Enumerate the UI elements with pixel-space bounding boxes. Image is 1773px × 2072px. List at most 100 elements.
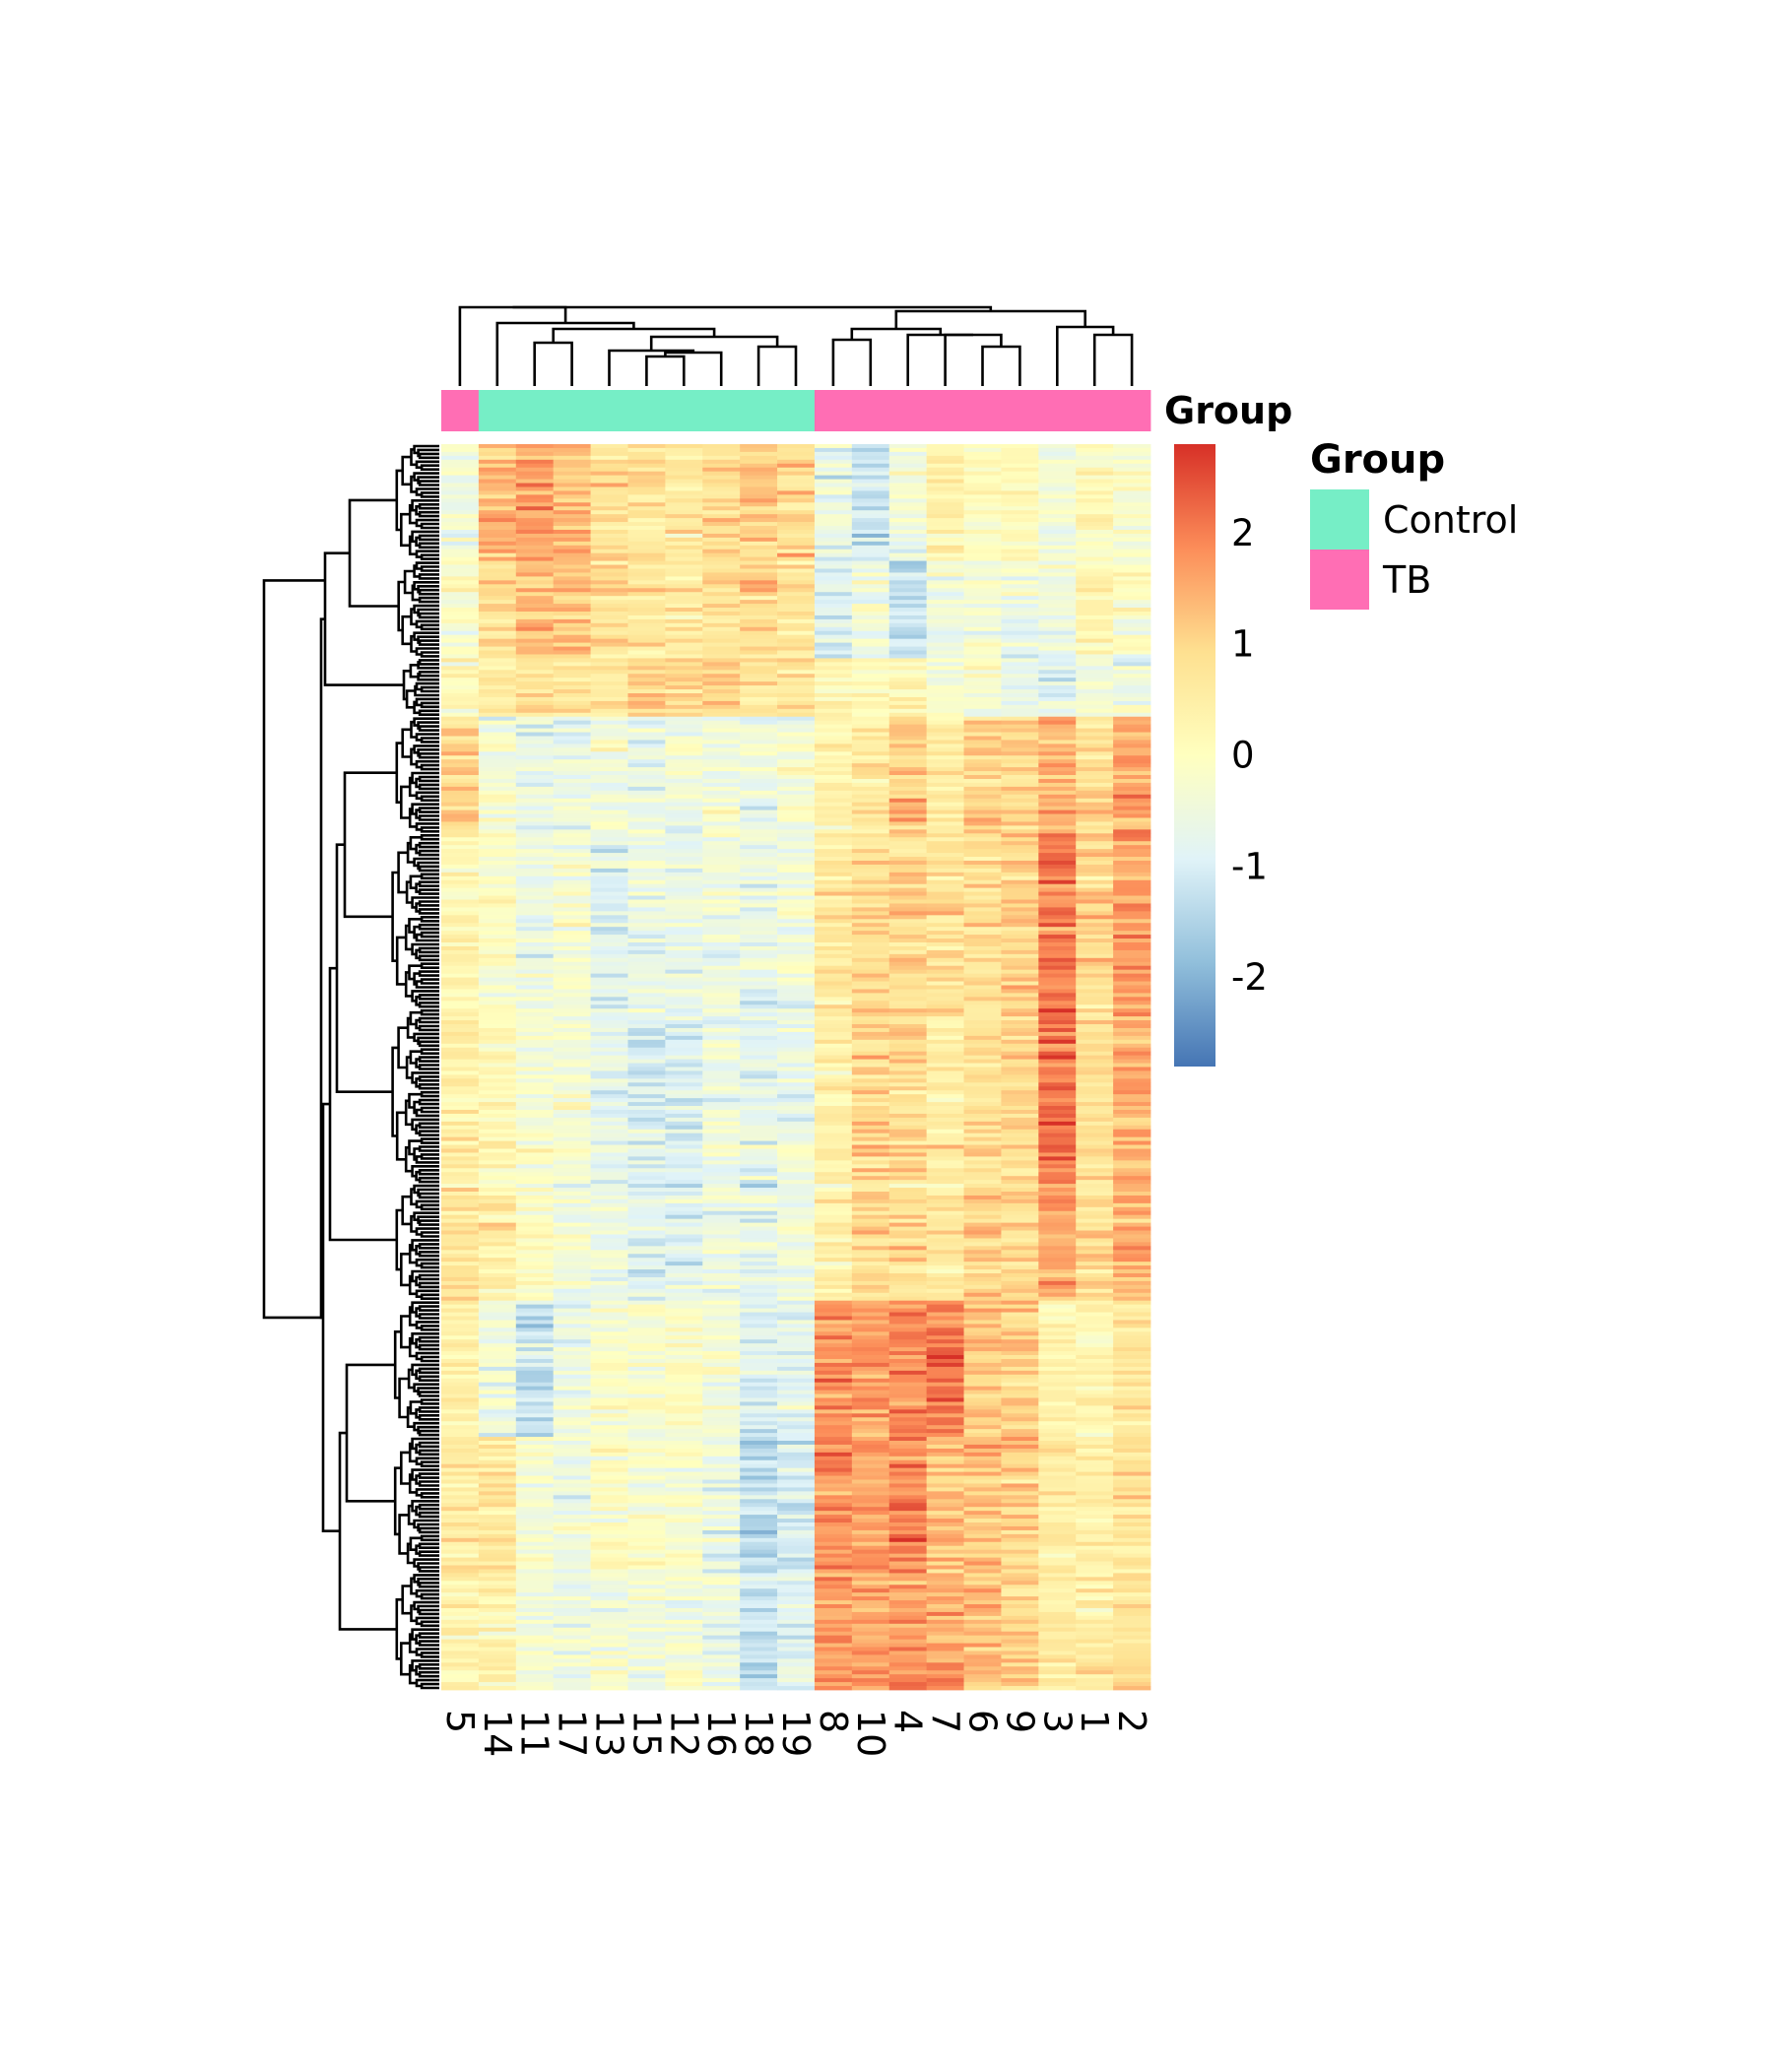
heatmap-cell [1113, 1125, 1151, 1131]
heatmap-cell [851, 1016, 890, 1021]
heatmap-cell [814, 537, 853, 543]
heatmap-cell [851, 891, 890, 896]
heatmap-cell [1113, 666, 1151, 671]
heatmap-cell [665, 1016, 703, 1021]
heatmap-cell [851, 1102, 890, 1107]
heatmap-cell [627, 809, 666, 814]
heatmap-cell [1076, 1444, 1114, 1450]
heatmap-cell [478, 1094, 517, 1099]
heatmap-cell [590, 1304, 628, 1309]
heatmap-cell [553, 1067, 591, 1071]
heatmap-cell [478, 463, 517, 469]
heatmap-cell [1076, 596, 1114, 601]
heatmap-cell [851, 498, 890, 503]
heatmap-cell [926, 1254, 964, 1259]
heatmap-cell [553, 1214, 591, 1220]
heatmap-cell [888, 1433, 928, 1438]
heatmap-cell [851, 1222, 890, 1227]
heatmap-cell [1076, 712, 1114, 718]
heatmap-cell [888, 1184, 928, 1189]
heatmap-cell [553, 1456, 591, 1461]
heatmap-cell [1076, 1198, 1114, 1204]
heatmap-cell [777, 459, 816, 465]
heatmap-cell [851, 1280, 890, 1286]
heatmap-cell [1076, 537, 1114, 543]
heatmap-cell [888, 1331, 928, 1336]
heatmap-cell [1113, 1109, 1151, 1115]
heatmap-cell [740, 915, 778, 920]
heatmap-cell [926, 977, 964, 982]
heatmap-cell [851, 514, 890, 519]
heatmap-cell [963, 1258, 1002, 1263]
heatmap-cell [963, 1393, 1002, 1398]
heatmap-cell [888, 1265, 928, 1270]
heatmap-cell [740, 506, 778, 511]
heatmap-cell [478, 724, 517, 729]
heatmap-cell [1001, 763, 1039, 768]
heatmap-cell [590, 1086, 628, 1091]
heatmap-cell [590, 911, 628, 916]
heatmap-cell [851, 1202, 890, 1208]
heatmap-cell [478, 1250, 517, 1255]
heatmap-cell [515, 782, 555, 788]
heatmap-cell [1001, 1051, 1039, 1057]
heatmap-cell [1038, 1035, 1077, 1041]
heatmap-cell [1113, 604, 1151, 609]
heatmap-cell [441, 1409, 480, 1414]
heatmap-cell [926, 608, 964, 613]
heatmap-cell [702, 1269, 741, 1274]
heatmap-cell [1076, 1238, 1114, 1243]
heatmap-cell [553, 786, 591, 792]
heatmap-cell [702, 868, 741, 874]
heatmap-cell [478, 549, 517, 554]
heatmap-cell [665, 1086, 703, 1091]
heatmap-cell [515, 953, 555, 959]
heatmap-cell [926, 1001, 964, 1005]
heatmap-cell [1001, 786, 1039, 792]
heatmap-cell [590, 1276, 628, 1282]
heatmap-cell [963, 942, 1002, 947]
heatmap-cell [1076, 502, 1114, 507]
heatmap-cell [1001, 463, 1039, 469]
heatmap-cell [441, 1300, 480, 1306]
heatmap-cell [553, 747, 591, 752]
heatmap-cell [590, 642, 628, 647]
heatmap-cell [963, 1168, 1002, 1173]
heatmap-cell [1001, 1152, 1039, 1157]
heatmap-cell [1038, 1070, 1077, 1075]
heatmap-cell [851, 1250, 890, 1255]
heatmap-cell [515, 806, 555, 810]
heatmap-cell [702, 771, 741, 776]
heatmap-cell [553, 1218, 591, 1224]
heatmap-cell [478, 1316, 517, 1321]
heatmap-cell [702, 670, 741, 675]
heatmap-cell [441, 1008, 480, 1013]
heatmap-cell [441, 630, 480, 636]
heatmap-cell [926, 767, 964, 772]
heatmap-cell [814, 611, 853, 616]
heatmap-cell [926, 1027, 964, 1033]
heatmap-cell [478, 809, 517, 814]
heatmap-cell [553, 483, 591, 487]
heatmap-cell [478, 782, 517, 788]
heatmap-cell [740, 798, 778, 804]
heatmap-cell [627, 1421, 666, 1426]
heatmap-cell [851, 1140, 890, 1145]
heatmap-cell [553, 615, 591, 620]
heatmap-cell [1001, 1390, 1039, 1394]
heatmap-cell [1113, 868, 1151, 874]
heatmap-cell [515, 1335, 555, 1340]
heatmap-cell [478, 1347, 517, 1352]
heatmap-cell [740, 767, 778, 772]
heatmap-cell [963, 1324, 1002, 1328]
heatmap-cell [1113, 1292, 1151, 1298]
heatmap-cell [665, 1316, 703, 1321]
heatmap-cell [478, 1448, 517, 1454]
heatmap-cell [926, 522, 964, 527]
heatmap-cell [665, 1184, 703, 1189]
heatmap-cell [1113, 744, 1151, 748]
heatmap-cell [553, 939, 591, 943]
heatmap-cell [1001, 872, 1039, 877]
heatmap-cell [553, 1393, 591, 1398]
heatmap-cell [926, 1273, 964, 1278]
